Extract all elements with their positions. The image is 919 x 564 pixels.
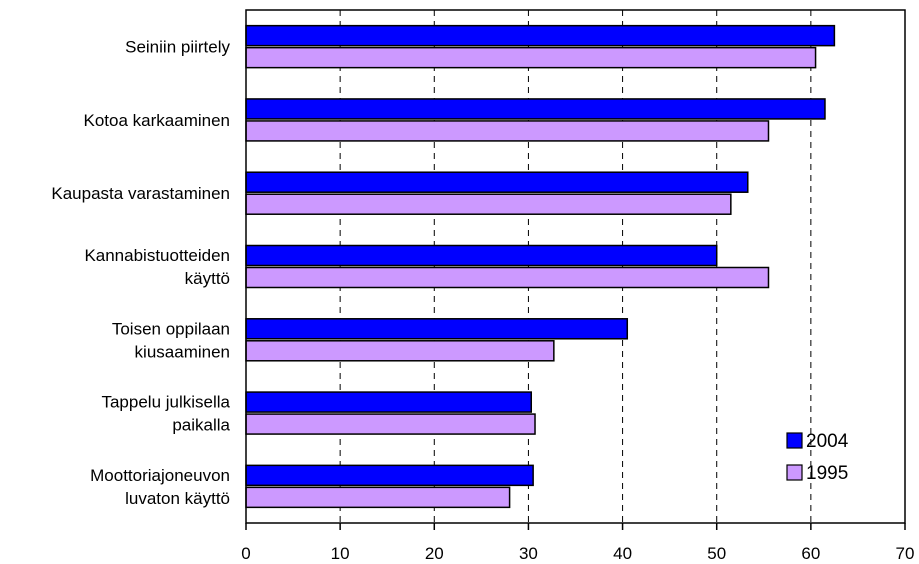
x-tick-label: 50 <box>707 544 726 563</box>
x-tick-label: 30 <box>519 544 538 563</box>
x-tick-label: 0 <box>241 544 250 563</box>
plot-frame <box>245 9 906 524</box>
bar-2004 <box>245 171 749 193</box>
category-label: Kaupasta varastaminen <box>51 184 230 203</box>
legend: 2004 1995 <box>786 431 849 484</box>
bar-1995 <box>245 120 770 142</box>
bar-1995 <box>245 340 555 362</box>
legend-swatch-1995 <box>786 464 803 481</box>
gridlines <box>339 10 812 523</box>
bar-2004 <box>245 24 836 47</box>
bars <box>245 24 836 509</box>
x-tick-label: 40 <box>613 544 632 563</box>
category-label: Moottoriajoneuvon luvaton käyttö <box>90 466 230 508</box>
category-label: Kotoa karkaaminen <box>84 111 230 130</box>
legend-swatch-2004 <box>786 432 803 449</box>
bar-2004 <box>245 464 534 487</box>
bar-1995 <box>245 193 732 215</box>
x-tick-label: 20 <box>425 544 444 563</box>
bar-1995 <box>245 486 511 509</box>
category-label: Toisen oppilaan kiusaaminen <box>112 319 230 361</box>
legend-label-1995: 1995 <box>806 463 848 484</box>
category-label: Tappelu julkisella paikalla <box>101 393 230 435</box>
bar-2004 <box>245 391 533 413</box>
bar-1995 <box>245 413 536 435</box>
x-tick-label: 10 <box>331 544 350 563</box>
category-label: Kannabistuotteiden käyttö <box>84 246 230 288</box>
legend-label-2004: 2004 <box>806 431 849 452</box>
bar-2004 <box>245 318 629 340</box>
x-tick-label: 60 <box>801 544 820 563</box>
bar-2004 <box>245 98 826 120</box>
bar-1995 <box>245 46 817 69</box>
category-labels: Seiniin piirtely Kotoa karkaaminen Kaupast… <box>51 38 230 508</box>
x-tick-label: 70 <box>896 544 915 563</box>
bar-2004 <box>245 244 718 267</box>
x-axis: 0 10 20 30 40 50 60 70 <box>241 523 914 563</box>
bar-1995 <box>245 266 770 289</box>
category-label: Seiniin piirtely <box>125 38 230 57</box>
